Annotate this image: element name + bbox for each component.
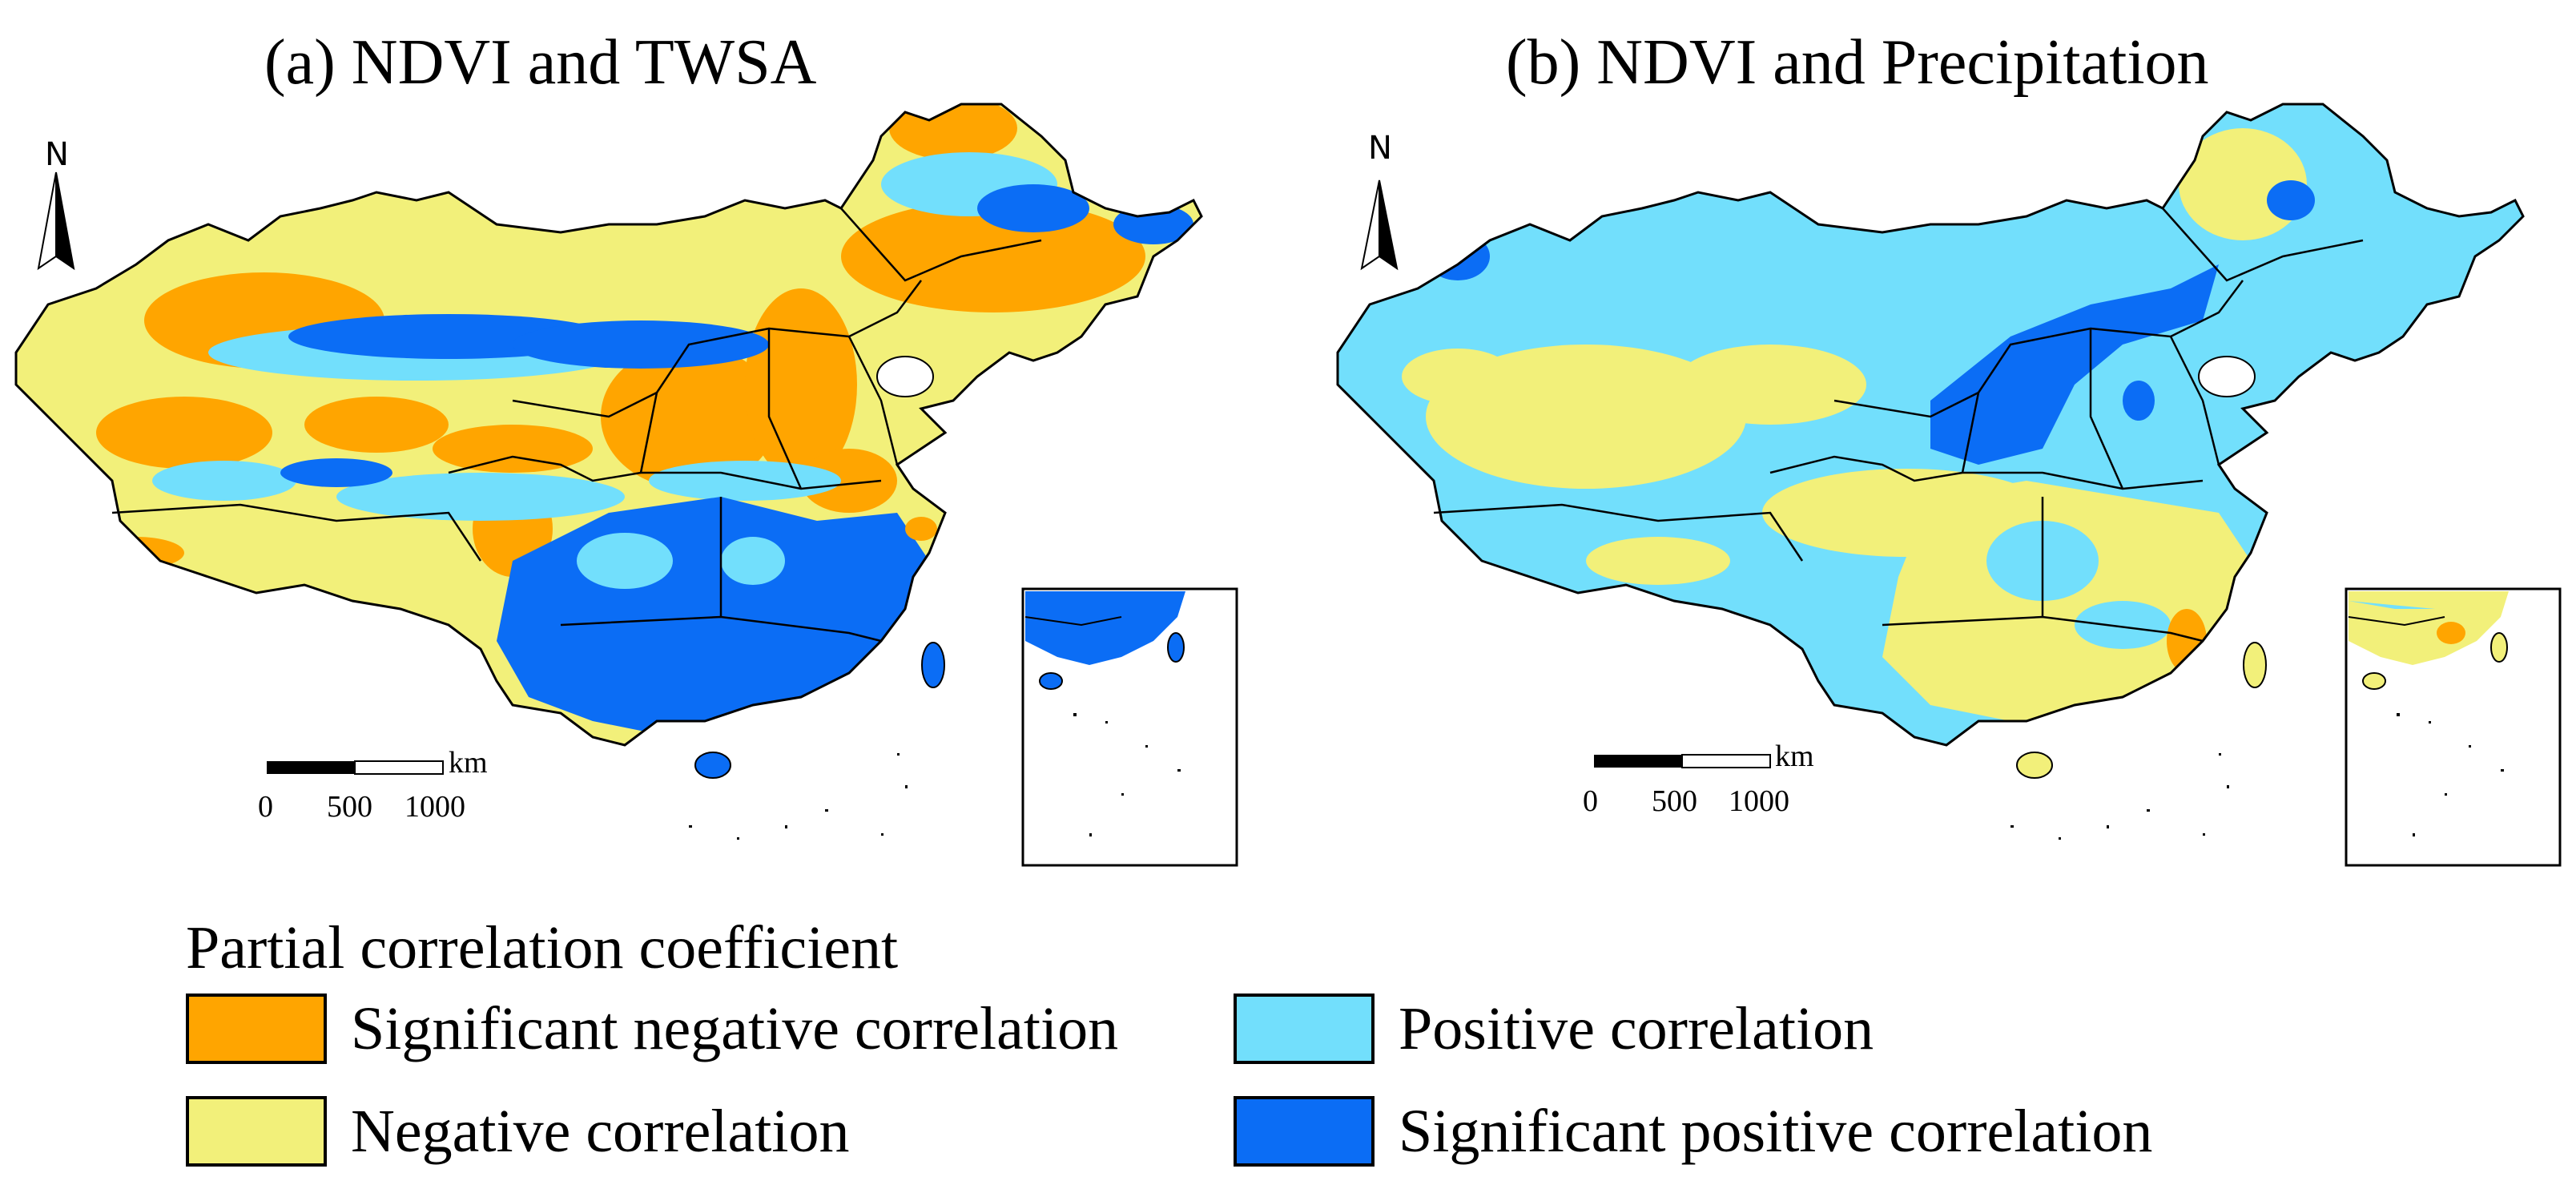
panel-b-scale-unit: km [1775,740,1814,773]
panel-b-inset-map [2345,587,2562,867]
legend-item-significant-positive: Significant positive correlation [1234,1096,2152,1167]
panel-a-scale-tick-0: 0 [258,790,273,824]
legend-label-positive: Positive correlation [1399,995,1874,1062]
panel-a-scale-bar [267,760,444,775]
panel-a-scale-tick-1000: 1000 [405,790,465,824]
panel-b-title: (b) NDVI and Precipitation [1506,27,2209,98]
legend-item-significant-negative: Significant negative correlation [186,994,1118,1064]
panel-a-north-label: N [45,136,69,173]
panel-a-north-arrow-icon [37,171,75,271]
legend-label-significant-negative: Significant negative correlation [351,995,1119,1062]
legend-label-significant-positive: Significant positive correlation [1399,1098,2153,1165]
panel-b-scale-tick-0: 0 [1583,784,1598,818]
legend-swatch-significant-negative [186,994,327,1064]
legend-title: Partial correlation coefficient [186,914,899,981]
panel-b-north-label: N [1368,130,1392,167]
panel-a-scale-unit: km [449,746,488,780]
legend-swatch-negative [186,1096,327,1167]
legend-item-negative: Negative correlation [186,1096,849,1167]
panel-a-title: (a) NDVI and TWSA [264,27,817,98]
legend-swatch-positive [1234,994,1375,1064]
legend-item-positive: Positive correlation [1234,994,1874,1064]
panel-b-scale-bar [1594,754,1771,768]
panel-b-north-arrow-icon [1360,179,1399,271]
panel-b-scale-tick-500: 500 [1652,784,1697,818]
panel-a-inset-map [1021,587,1238,867]
panel-b-scale-tick-1000: 1000 [1729,784,1789,818]
panel-a-scale-tick-500: 500 [327,790,372,824]
legend-label-negative: Negative correlation [351,1098,850,1165]
legend-swatch-significant-positive [1234,1096,1375,1167]
